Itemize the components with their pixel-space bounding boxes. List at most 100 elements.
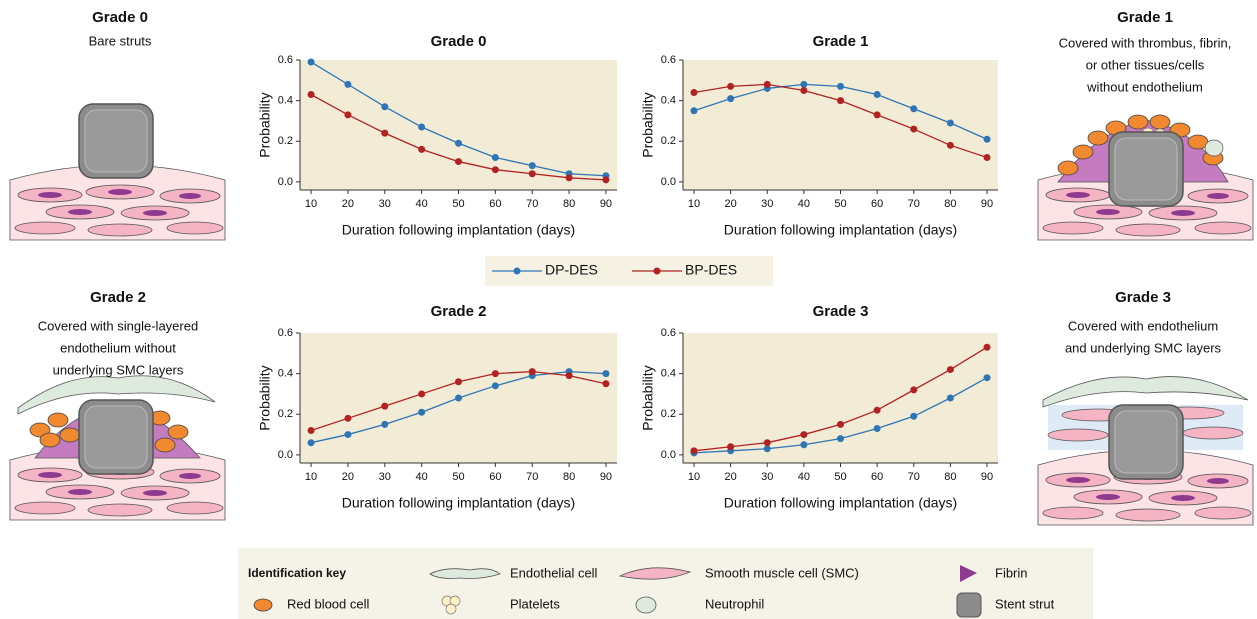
strut-icon [956, 592, 982, 618]
x-tick-label: 10 [688, 198, 700, 210]
legend-label: DP-DES [545, 262, 598, 278]
x-tick-label: 60 [489, 198, 501, 210]
illustration-caption: without endothelium [1086, 79, 1203, 94]
data-point [837, 435, 844, 443]
y-tick-label: 0.4 [661, 95, 676, 107]
x-tick-label: 70 [526, 471, 538, 483]
x-tick-label: 50 [834, 198, 846, 210]
data-point [307, 439, 315, 447]
smc-icon [618, 567, 692, 580]
tissue-illustration [1037, 114, 1254, 241]
data-point [837, 420, 844, 428]
data-point [455, 158, 462, 166]
illustration-caption: or other tissues/cells [1086, 57, 1205, 72]
y-tick-label: 0.2 [278, 135, 293, 147]
data-point [910, 125, 918, 133]
data-point [307, 427, 315, 434]
x-tick-label: 90 [600, 471, 612, 483]
x-tick-label: 30 [379, 471, 391, 483]
x-tick-label: 30 [379, 198, 391, 210]
key-item: Neutrophil [705, 596, 764, 611]
key-item: Red blood cell [287, 596, 369, 611]
x-tick-label: 60 [489, 471, 501, 483]
data-point [873, 111, 881, 119]
x-tick-label: 20 [724, 471, 736, 483]
y-tick-label: 0.4 [661, 368, 676, 380]
chart-title: Grade 0 [431, 33, 487, 50]
data-point [910, 386, 918, 394]
x-axis-label: Duration following implantation (days) [342, 495, 575, 511]
key-title: Identification key [248, 566, 346, 580]
x-tick-label: 40 [798, 471, 810, 483]
data-point [946, 394, 954, 402]
data-point [983, 374, 991, 382]
data-point [873, 91, 881, 99]
x-tick-label: 70 [526, 198, 538, 210]
x-tick-label: 50 [834, 471, 846, 483]
data-point [873, 424, 881, 432]
data-point [418, 123, 426, 131]
data-point [418, 145, 426, 153]
y-axis-label: Probability [640, 92, 656, 157]
key-item: Fibrin [995, 565, 1028, 580]
data-point [491, 382, 499, 390]
illustration-caption: Bare struts [89, 33, 152, 48]
x-tick-label: 80 [944, 471, 956, 483]
x-tick-label: 70 [908, 471, 920, 483]
data-point [690, 447, 698, 455]
x-tick-label: 30 [761, 198, 773, 210]
data-point [418, 408, 426, 416]
platelet-icon [441, 595, 461, 615]
data-point [763, 445, 771, 453]
data-point [800, 80, 808, 88]
x-tick-label: 20 [724, 198, 736, 210]
illustration-title: Grade 0 [92, 9, 148, 26]
data-point [344, 431, 352, 439]
y-tick-label: 0.2 [661, 135, 676, 147]
data-point [602, 176, 610, 184]
data-point [528, 170, 536, 178]
key-item: Endothelial cell [510, 565, 598, 580]
data-point [800, 441, 808, 449]
data-point [455, 139, 462, 147]
y-tick-label: 0.0 [661, 449, 676, 461]
y-tick-label: 0.0 [661, 176, 676, 188]
y-tick-label: 0.4 [278, 368, 293, 380]
illustration-caption: and underlying SMC layers [1065, 340, 1222, 355]
x-tick-label: 50 [452, 471, 464, 483]
data-point [528, 162, 536, 170]
x-tick-label: 70 [908, 198, 920, 210]
tissue-illustration [9, 375, 226, 521]
endothelial-icon [429, 568, 501, 579]
x-tick-label: 90 [981, 198, 993, 210]
x-tick-label: 80 [563, 198, 575, 210]
data-point [455, 394, 462, 402]
x-tick-label: 40 [798, 198, 810, 210]
data-point [528, 368, 536, 376]
x-tick-label: 10 [305, 471, 317, 483]
x-tick-label: 80 [944, 198, 956, 210]
x-tick-label: 90 [600, 198, 612, 210]
x-tick-label: 50 [452, 198, 464, 210]
data-point [946, 141, 954, 149]
data-point [602, 370, 610, 378]
illustration-title: Grade 2 [90, 289, 146, 306]
y-tick-label: 0.6 [278, 327, 293, 339]
legend-marker [653, 267, 661, 275]
y-axis-label: Probability [640, 365, 656, 430]
fibrin-icon [960, 565, 977, 582]
data-point [763, 439, 771, 447]
data-point [565, 372, 573, 380]
y-tick-label: 0.2 [278, 408, 293, 420]
data-point [800, 86, 808, 94]
y-tick-label: 0.0 [278, 449, 293, 461]
data-point [690, 89, 698, 96]
data-point [344, 111, 352, 119]
x-tick-label: 60 [871, 198, 883, 210]
tissue-illustration [1037, 376, 1254, 526]
data-point [837, 97, 844, 105]
data-point [455, 378, 462, 386]
chart-title: Grade 2 [431, 303, 487, 320]
key-item: Smooth muscle cell (SMC) [705, 565, 859, 580]
